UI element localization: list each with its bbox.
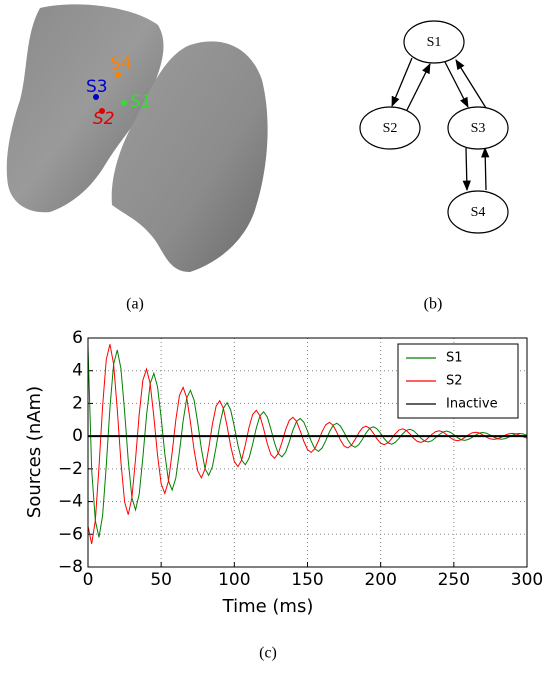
legend-label: S2 <box>446 374 463 389</box>
series-line <box>87 344 528 545</box>
source-label: S2 <box>93 109 115 129</box>
brain-right <box>111 41 268 272</box>
x-axis-label: Time (ms) <box>222 596 314 617</box>
series-line <box>87 346 528 538</box>
y-tick-label: −4 <box>58 492 83 512</box>
x-tick-label: 50 <box>150 570 172 590</box>
node <box>447 106 509 150</box>
source-label: S3 <box>86 77 108 97</box>
x-tick-label: 100 <box>218 570 250 590</box>
source-label: S4 <box>110 54 132 74</box>
node-label: S1 <box>427 35 442 50</box>
caption: (b) <box>424 296 443 313</box>
y-tick-label: 2 <box>72 393 83 413</box>
source-dot <box>115 72 121 78</box>
legend-label: Inactive <box>446 397 498 412</box>
edge <box>391 57 413 107</box>
caption: (a) <box>126 296 144 313</box>
edge <box>406 63 431 111</box>
edge <box>462 147 471 192</box>
panel-c: Time (ms) Sources (nAm) (c) 0 50 100 150 200… <box>24 328 543 662</box>
y-tick-label: −2 <box>58 459 83 479</box>
panel-a: S1 S2 S3 S4 (a) <box>6 4 268 313</box>
x-tick-label: 250 <box>438 570 470 590</box>
y-tick-label: 4 <box>72 361 83 381</box>
x-tick-label: 200 <box>364 570 396 590</box>
edge <box>455 59 487 109</box>
edge <box>444 61 469 108</box>
y-tick-label: −8 <box>58 557 83 577</box>
source-label: S1 <box>130 92 152 112</box>
y-tick-label: 0 <box>72 426 83 446</box>
legend-label: S1 <box>446 351 463 366</box>
plot-frame <box>87 337 528 568</box>
caption: (c) <box>259 645 277 662</box>
node-label: S4 <box>471 205 486 220</box>
x-tick-label: 300 <box>511 570 543 590</box>
node-label: S3 <box>471 121 486 136</box>
edge <box>481 146 490 191</box>
source-dot <box>121 100 127 106</box>
brain-left <box>6 4 164 213</box>
x-tick-label: 0 <box>83 570 94 590</box>
y-tick-label: 6 <box>72 328 83 348</box>
node-label: S2 <box>383 121 398 136</box>
node <box>403 20 465 64</box>
source-dot <box>99 108 105 114</box>
panel-b: S1 S2 S3 S4 (b) <box>359 20 509 313</box>
source-dot <box>93 94 99 100</box>
node <box>447 190 509 234</box>
node <box>359 106 421 150</box>
y-tick-label: −6 <box>58 524 83 544</box>
x-tick-label: 150 <box>291 570 323 590</box>
y-axis-label: Sources (nAm) <box>24 386 45 518</box>
